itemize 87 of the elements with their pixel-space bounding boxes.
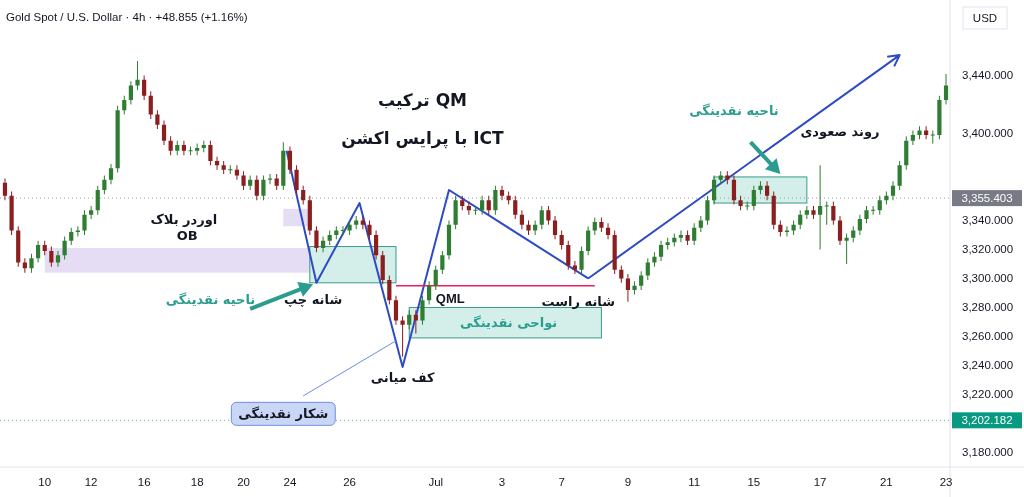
annotation: نواحی نقدینگی (460, 314, 558, 330)
annotation: اوردر بلاک (150, 212, 218, 227)
annotation: ناحیه نقدینگی (165, 291, 256, 307)
x-tick-label: 11 (688, 476, 701, 488)
candlestick (354, 216, 359, 230)
ref-line-label: QML (435, 290, 465, 306)
annotation: OB (176, 227, 198, 243)
annotation: شانه چپ (284, 291, 343, 307)
candlestick (705, 195, 710, 225)
candlestick (9, 191, 14, 235)
candlestick (367, 220, 372, 240)
candlestick (261, 175, 266, 201)
candlestick (572, 261, 577, 275)
text: USD (972, 12, 998, 24)
x-tick-label: 23 (939, 476, 953, 488)
annotation: روند صعودی (800, 123, 880, 139)
candlestick (221, 160, 226, 175)
x-tick-label: Jul (428, 476, 444, 488)
candlestick (241, 171, 246, 190)
candlestick (188, 146, 193, 156)
x-tick-label: 20 (237, 476, 250, 488)
candlestick (811, 205, 816, 219)
candlestick (844, 233, 849, 264)
candlestick (791, 220, 796, 235)
candlestick (685, 230, 690, 246)
candlestick (82, 210, 87, 235)
y-tick-label: 3,240.000 (962, 359, 1014, 372)
x-tick-label: 18 (190, 476, 204, 488)
x-tick-label: 12 (84, 476, 98, 488)
y-tick-label: 3,260.000 (962, 330, 1014, 343)
candlestick (718, 171, 723, 185)
text: با پرایس اکشن ICT (341, 127, 505, 149)
annotation: ناحیه نقدینگی (689, 103, 779, 119)
y-tick-label: 3,440.000 (962, 69, 1014, 82)
candlestick (314, 226, 319, 253)
candlestick (420, 295, 425, 325)
y-tick-label: 3,180.000 (962, 446, 1014, 459)
annotation: شانه راست (541, 293, 615, 309)
candlestick (725, 171, 730, 185)
candlestick (871, 205, 876, 215)
candlestick (818, 165, 823, 250)
candlestick (228, 165, 233, 175)
x-tick-label: 16 (137, 476, 151, 488)
x-tick-label: 24 (283, 476, 297, 488)
x-tick-label: 7 (558, 476, 565, 488)
candlestick (632, 281, 637, 295)
candlestick (400, 316, 405, 357)
annotation: Gold Spot / U.S. Dollar · 4h · +48.855 (+1.16%) (6, 11, 248, 23)
x-tick-label: 17 (813, 476, 827, 488)
y-tick-label: 3,400.000 (962, 127, 1014, 140)
y-tick-label: 3,220.000 (962, 388, 1014, 401)
candlestick (864, 205, 869, 224)
ref-line-label: 3,355.403 (961, 192, 1013, 205)
candlestick (738, 195, 743, 211)
x-tick-label: 26 (343, 476, 356, 488)
candlestick (917, 126, 922, 140)
candlestick (599, 217, 604, 233)
candlestick (360, 216, 365, 230)
candlestick (930, 130, 935, 144)
annotation: کف میانی (370, 370, 435, 386)
candlestick (340, 226, 346, 235)
y-tick-label: 3,340.000 (962, 214, 1014, 227)
candlestick (347, 220, 352, 235)
x-tick-label: 21 (879, 476, 893, 488)
candlestick (29, 253, 34, 273)
candlestick (758, 181, 763, 195)
candlestick (135, 60, 140, 90)
candlestick (824, 201, 829, 225)
candlestick (579, 246, 584, 275)
x-tick-label: 3 (498, 476, 506, 488)
candlestick (208, 140, 213, 166)
annotation: شکار نقدینگی (238, 406, 329, 422)
y-tick-label: 3,320.000 (962, 243, 1014, 256)
y-tick-label: 3,280.000 (962, 301, 1014, 314)
candlestick (804, 205, 809, 219)
x-tick-label: 15 (747, 476, 761, 488)
x-tick-label: 10 (38, 476, 52, 488)
y-tick-label: 3,300.000 (962, 272, 1014, 285)
candlestick (473, 205, 478, 215)
x-tick-label: 9 (624, 476, 632, 488)
candlestick (526, 220, 531, 235)
candlestick (652, 252, 657, 267)
candlestick (89, 205, 94, 219)
candlestick (294, 165, 299, 195)
ref-line-label: 3,202.182 (961, 414, 1013, 427)
candlestick (267, 174, 273, 185)
text: ترکیب QM (377, 90, 468, 112)
